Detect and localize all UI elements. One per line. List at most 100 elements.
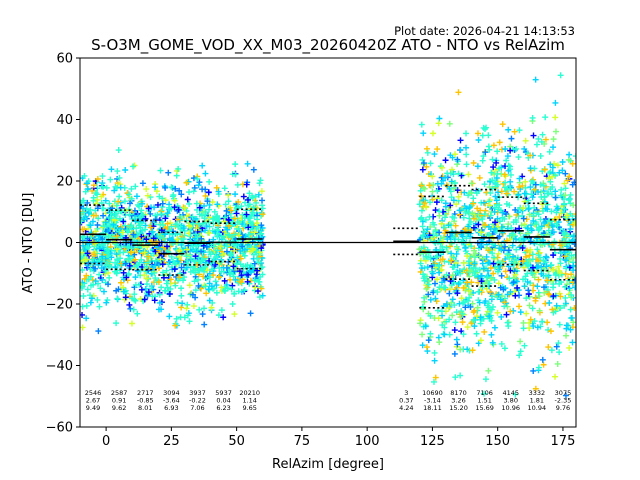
scatter-point (417, 216, 424, 223)
scatter-point (529, 194, 536, 201)
scatter-point (431, 378, 438, 385)
scatter-point (471, 260, 478, 267)
scatter-point (446, 290, 453, 297)
scatter-point (87, 299, 94, 306)
scatter-point (488, 169, 495, 176)
scatter-point (566, 173, 573, 180)
scatter-point (142, 285, 149, 292)
scatter-point (453, 201, 460, 208)
bin-stat-label: 9.49 (86, 404, 100, 412)
scatter-point (432, 374, 439, 381)
scatter-point (99, 276, 106, 283)
scatter-point (530, 323, 537, 330)
scatter-point (481, 390, 488, 397)
scatter-point (554, 205, 561, 212)
scatter-point (539, 318, 546, 325)
scatter-point (419, 156, 426, 163)
scatter-point (234, 181, 241, 188)
scatter-point (204, 267, 211, 274)
scatter-point (552, 172, 559, 179)
scatter-point (184, 301, 191, 308)
scatter-point (469, 300, 476, 307)
scatter-point (474, 130, 481, 137)
scatter-point (238, 203, 245, 210)
scatter-point (572, 284, 576, 291)
scatter-point (517, 309, 524, 316)
scatter-point (133, 193, 140, 200)
scatter-point (562, 294, 569, 301)
scatter-point (193, 225, 200, 232)
scatter-point (255, 191, 262, 198)
scatter-point (139, 211, 146, 218)
scatter-point (490, 260, 497, 267)
scatter-point (80, 292, 87, 299)
scatter-point (479, 260, 486, 267)
scatter-point (152, 212, 159, 219)
scatter-point (92, 278, 99, 285)
scatter-point (427, 254, 434, 261)
scatter-point (208, 304, 215, 311)
scatter-point (159, 261, 166, 268)
scatter-point (528, 222, 535, 229)
scatter-point (438, 279, 445, 286)
scatter-point (198, 235, 205, 242)
scatter-point (421, 200, 428, 207)
scatter-point (506, 275, 513, 282)
scatter-point (225, 192, 232, 199)
bin-stat-label: 0.04 (216, 397, 230, 405)
scatter-point (537, 216, 544, 223)
scatter-point (106, 200, 113, 207)
scatter-point (464, 253, 471, 260)
scatter-point (513, 145, 520, 152)
scatter-point (231, 311, 238, 318)
scatter-point (537, 152, 544, 159)
scatter-point (482, 126, 489, 133)
scatter-point (548, 191, 555, 198)
scatter-point (93, 179, 100, 186)
scatter-point (462, 209, 469, 216)
scatter-point (474, 273, 481, 280)
scatter-point (203, 290, 210, 297)
scatter-point (110, 221, 117, 228)
scatter-point (438, 220, 445, 227)
scatter-point (481, 211, 488, 218)
scatter-point (552, 99, 559, 106)
scatter-point (175, 216, 182, 223)
scatter-point (474, 304, 481, 311)
scatter-point (149, 293, 156, 300)
scatter-point (513, 246, 520, 253)
scatter-point (190, 188, 197, 195)
scatter-point (128, 222, 135, 229)
scatter-point (540, 182, 547, 189)
scatter-point (235, 288, 242, 295)
scatter-point (493, 159, 500, 166)
scatter-point (468, 243, 475, 250)
scatter-point (433, 254, 440, 261)
scatter-point (484, 267, 491, 274)
scatter-point (190, 303, 197, 310)
bin-stat-label: 3094 (163, 389, 180, 397)
scatter-point (550, 281, 557, 288)
scatter-point (115, 198, 122, 205)
scatter-point (494, 223, 501, 230)
scatter-point (455, 281, 462, 288)
scatter-point (450, 254, 457, 261)
scatter-point (235, 198, 242, 205)
scatter-point (186, 282, 193, 289)
scatter-point (151, 297, 158, 304)
scatter-point (177, 270, 184, 277)
scatter-point (497, 262, 504, 269)
bin-stat-label: 10.94 (528, 404, 547, 412)
scatter-point (121, 198, 128, 205)
scatter-point (506, 213, 513, 220)
scatter-point (531, 274, 538, 281)
scatter-point (449, 264, 456, 271)
scatter-point (528, 178, 535, 185)
scatter-point (238, 272, 245, 279)
scatter-point (528, 227, 535, 234)
scatter-point (210, 243, 217, 250)
scatter-point (120, 249, 127, 256)
scatter-point (114, 168, 121, 175)
scatter-point (418, 265, 425, 272)
scatter-point (550, 293, 557, 300)
